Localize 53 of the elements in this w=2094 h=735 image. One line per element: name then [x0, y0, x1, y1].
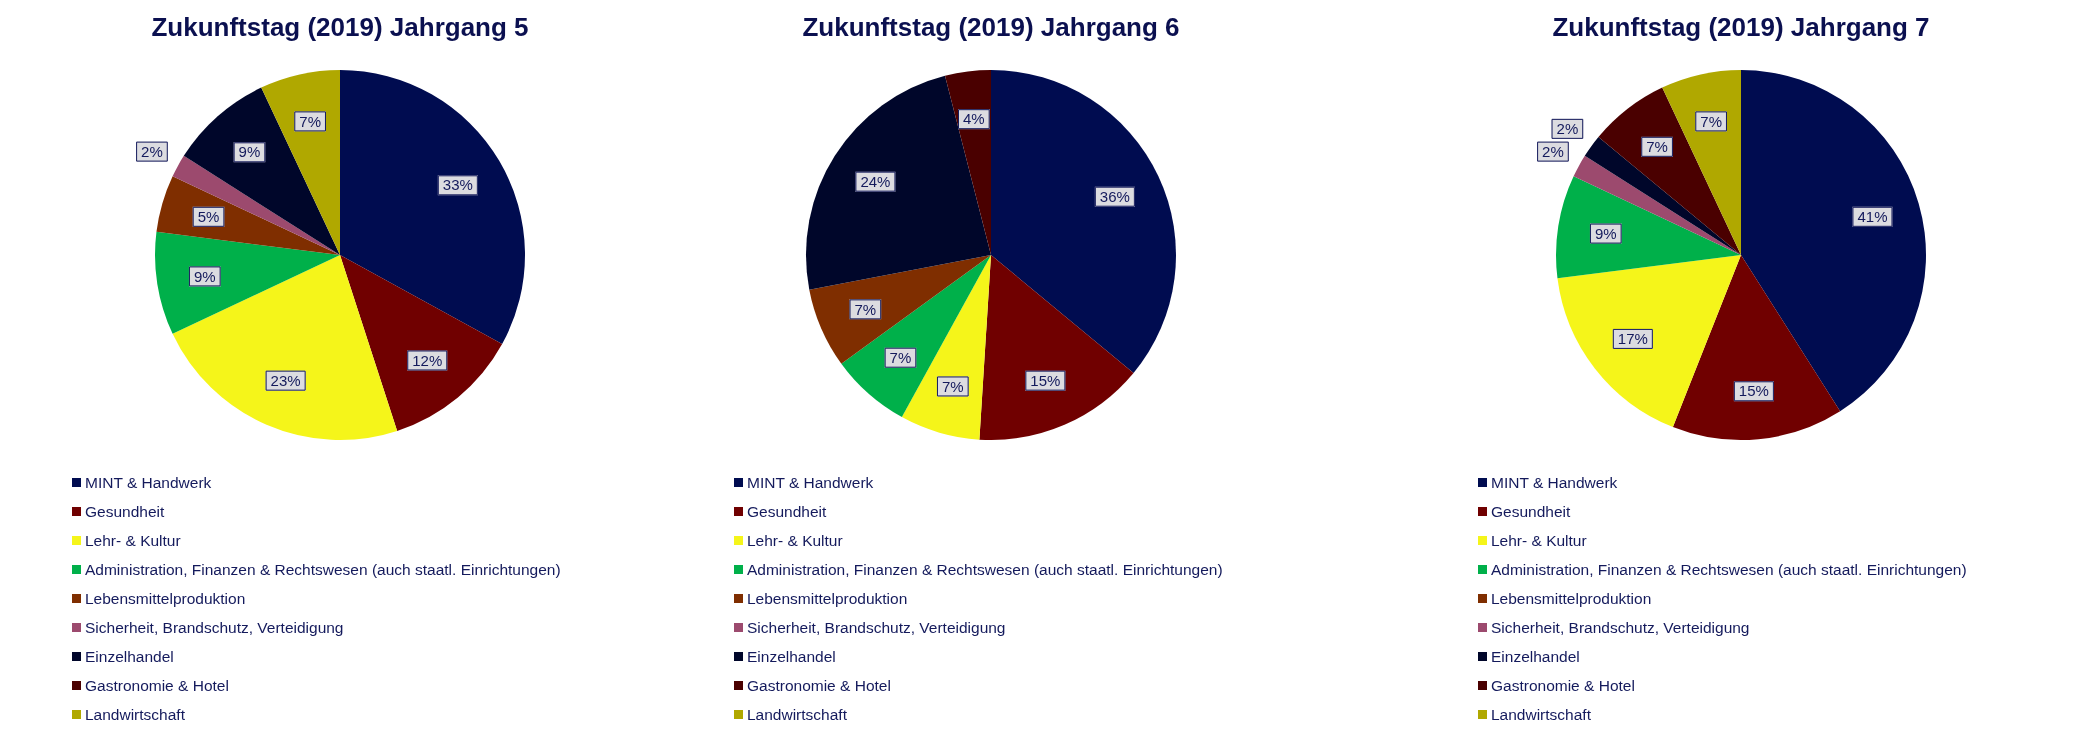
legend-label: MINT & Handwerk	[85, 473, 212, 492]
data-label: 23%	[270, 371, 301, 389]
data-label: 2%	[141, 142, 163, 160]
data-label: 7%	[889, 348, 912, 366]
data-label: 12%	[412, 351, 443, 369]
data-label: 15%	[1030, 371, 1061, 389]
data-label: 9%	[1594, 224, 1617, 242]
legend-label: Landwirtschaft	[1491, 705, 1591, 724]
data-label: 2%	[1542, 142, 1564, 160]
legend-label: Administration, Finanzen & Rechtswesen (auch staatl. Einrichtungen)	[85, 560, 561, 579]
legend-label: Gastronomie & Hotel	[85, 676, 229, 695]
legend-label: Gesundheit	[85, 502, 165, 521]
legend-label: Lebensmittelproduktion	[1491, 589, 1652, 608]
data-label: 7%	[941, 377, 964, 395]
data-label: 7%	[1700, 112, 1722, 130]
legend-label: MINT & Handwerk	[747, 473, 874, 492]
legend-label: Sicherheit, Brandschutz, Verteidigung	[1491, 618, 1750, 637]
legend-label: Lebensmittelproduktion	[85, 589, 246, 608]
legend-label: Lebensmittelproduktion	[747, 589, 908, 608]
legend-label: Administration, Finanzen & Rechtswesen (auch staatl. Einrichtungen)	[747, 560, 1223, 579]
data-label: 7%	[1646, 137, 1668, 155]
chart-title: Zukunftstag (2019) Jahrgang 5	[151, 12, 529, 43]
data-label: 17%	[1617, 330, 1648, 348]
legend-label: Sicherheit, Brandschutz, Verteidigung	[747, 618, 1006, 637]
data-label: 24%	[860, 172, 891, 190]
data-label: 7%	[854, 300, 877, 318]
data-label: 4%	[963, 110, 985, 128]
legend-label: Administration, Finanzen & Rechtswesen (auch staatl. Einrichtungen)	[1491, 560, 1967, 579]
data-label: 2%	[1556, 120, 1579, 137]
data-label: 41%	[1857, 207, 1888, 225]
data-label: 15%	[1738, 382, 1769, 400]
legend-label: Gesundheit	[1491, 502, 1571, 521]
data-label: 5%	[197, 207, 220, 225]
legend-label: Gastronomie & Hotel	[1491, 676, 1635, 695]
legend-label: Einzelhandel	[85, 647, 174, 666]
legend-label: Lehr- & Kultur	[747, 531, 843, 550]
chart-title: Zukunftstag (2019) Jahrgang 6	[802, 12, 1180, 43]
data-label: 33%	[442, 176, 473, 194]
legend-label: Landwirtschaft	[747, 705, 847, 724]
legend-label: Landwirtschaft	[85, 705, 185, 724]
legend-label: Gesundheit	[747, 502, 827, 521]
data-label: 9%	[238, 143, 261, 161]
chart-title: Zukunftstag (2019) Jahrgang 7	[1552, 12, 1930, 43]
data-label: 36%	[1099, 187, 1130, 205]
legend-label: Sicherheit, Brandschutz, Verteidigung	[85, 618, 344, 637]
data-label: 7%	[299, 112, 321, 130]
legend-label: Lehr- & Kultur	[85, 531, 181, 550]
legend-label: MINT & Handwerk	[1491, 473, 1618, 492]
data-label: 9%	[193, 267, 216, 285]
legend-label: Lehr- & Kultur	[1491, 531, 1587, 550]
legend-label: Gastronomie & Hotel	[747, 676, 891, 695]
legend-label: Einzelhandel	[747, 647, 836, 666]
legend-label: Einzelhandel	[1491, 647, 1580, 666]
